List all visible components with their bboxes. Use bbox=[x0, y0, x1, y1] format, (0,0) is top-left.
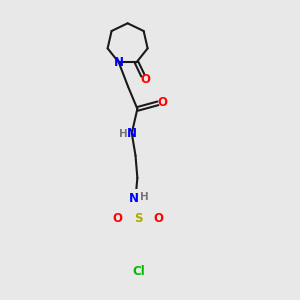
Text: N: N bbox=[129, 192, 139, 205]
Text: O: O bbox=[140, 74, 150, 86]
Text: O: O bbox=[158, 96, 167, 109]
Text: S: S bbox=[134, 212, 142, 226]
Text: O: O bbox=[154, 212, 164, 226]
Text: Cl: Cl bbox=[132, 265, 145, 278]
Text: N: N bbox=[114, 56, 124, 69]
Text: O: O bbox=[113, 212, 123, 226]
Text: N: N bbox=[127, 127, 137, 140]
Text: H: H bbox=[119, 129, 128, 139]
Text: H: H bbox=[140, 192, 148, 202]
